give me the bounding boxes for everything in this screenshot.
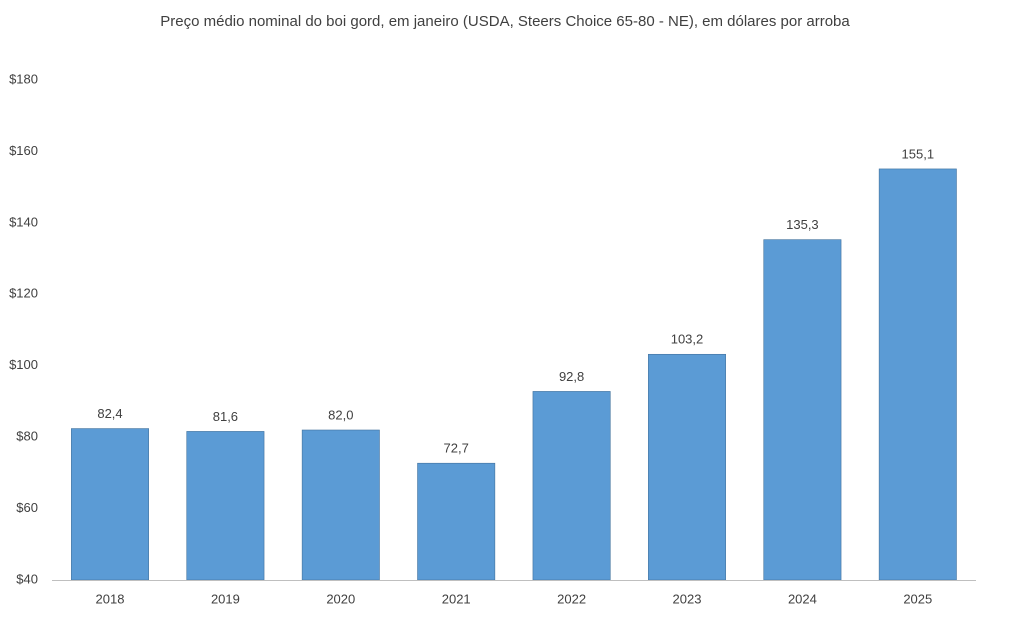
x-tick-label: 2023 bbox=[673, 591, 702, 606]
bar bbox=[186, 431, 265, 581]
bar bbox=[301, 429, 380, 581]
x-tick-label: 2020 bbox=[326, 591, 355, 606]
y-tick-label: $120 bbox=[9, 286, 38, 301]
data-label: 92,8 bbox=[559, 369, 584, 384]
y-tick-label: $60 bbox=[16, 500, 38, 515]
x-tick-label: 2018 bbox=[96, 591, 125, 606]
bar bbox=[648, 353, 726, 581]
data-label: 103,2 bbox=[671, 332, 704, 347]
data-label: 72,7 bbox=[444, 441, 469, 456]
x-tick-label: 2019 bbox=[211, 591, 240, 606]
y-tick-label: $140 bbox=[9, 214, 38, 229]
data-label: 82,0 bbox=[328, 407, 353, 422]
y-tick-label: $180 bbox=[9, 71, 38, 86]
x-tick-label: 2022 bbox=[557, 591, 586, 606]
y-tick-label: $100 bbox=[9, 357, 38, 372]
bar bbox=[532, 391, 611, 581]
bar bbox=[417, 462, 496, 581]
data-label: 155,1 bbox=[902, 146, 935, 161]
y-tick-label: $160 bbox=[9, 143, 38, 158]
y-tick-label: $80 bbox=[16, 429, 38, 444]
data-label: 135,3 bbox=[786, 217, 819, 232]
bar bbox=[763, 239, 842, 581]
data-label: 81,6 bbox=[213, 409, 238, 424]
y-tick-label: $40 bbox=[16, 571, 38, 586]
x-tick-label: 2024 bbox=[788, 591, 817, 606]
bar bbox=[71, 428, 149, 581]
data-label: 82,4 bbox=[97, 406, 122, 421]
chart-title: Preço médio nominal do boi gord, em jane… bbox=[160, 13, 850, 30]
bar bbox=[878, 168, 957, 581]
x-tick-label: 2025 bbox=[903, 591, 932, 606]
x-tick-label: 2021 bbox=[442, 591, 471, 606]
